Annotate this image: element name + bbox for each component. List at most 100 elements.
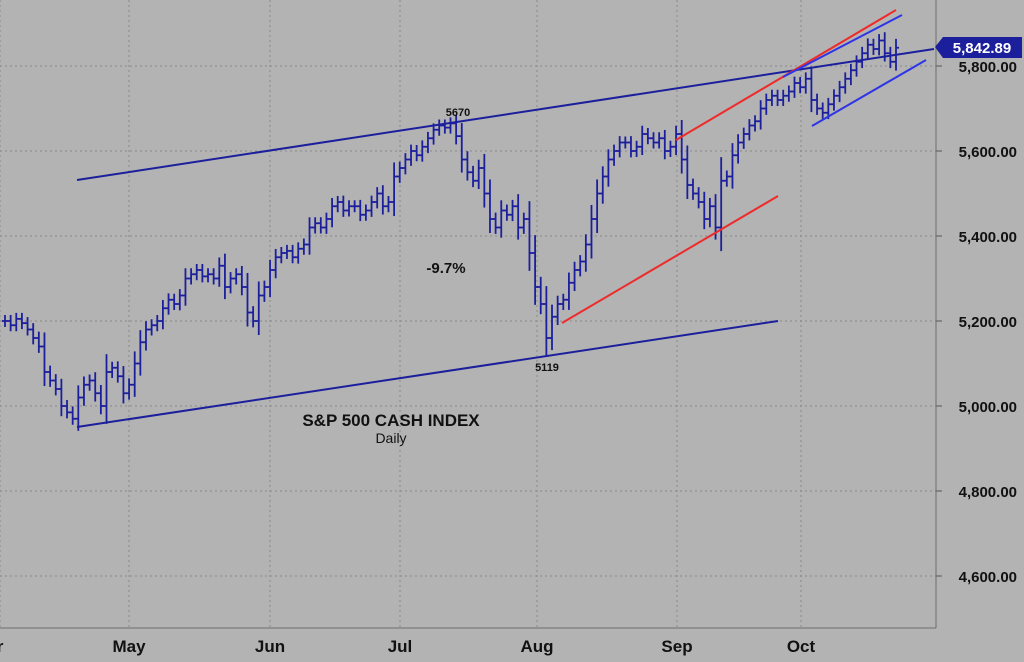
y-tick-label: 4,800.00	[959, 484, 1017, 501]
ohlc-bar	[453, 115, 460, 145]
ohlc-bar	[24, 317, 31, 336]
ohlc-bar	[391, 162, 398, 217]
ohlc-bar	[678, 119, 685, 174]
chart-title: S&P 500 CASH INDEX	[302, 411, 480, 430]
ohlc-bar	[656, 132, 663, 149]
ohlc-bar	[216, 257, 223, 287]
ohlc-bar	[182, 268, 189, 306]
red-lower-trend-line	[561, 195, 779, 324]
ohlc-bar	[870, 38, 877, 55]
ohlc-bar	[729, 143, 736, 189]
ohlc-bar	[13, 312, 20, 332]
lower-channel-line	[76, 320, 779, 428]
trough-annotation: 5119	[535, 362, 559, 374]
ohlc-bar	[701, 191, 708, 230]
ohlc-bar	[763, 93, 770, 115]
ohlc-bar	[785, 85, 792, 102]
ohlc-bar	[814, 93, 821, 115]
ohlc-bar	[549, 304, 556, 351]
ohlc-bar	[616, 136, 623, 158]
trend-lines	[76, 9, 935, 428]
ohlc-bar	[768, 89, 775, 106]
ohlc-bar	[723, 170, 730, 187]
ohlc-bar	[374, 187, 381, 209]
ohlc-bar	[58, 378, 65, 417]
ohlc-bar	[864, 38, 871, 60]
ohlc-bar	[69, 406, 76, 425]
ohlc-bar	[430, 123, 437, 145]
ohlc-bar	[193, 264, 200, 281]
ohlc-bar	[47, 365, 54, 387]
y-tick-label: 5,600.00	[959, 144, 1017, 161]
ohlc-bar	[267, 259, 274, 298]
x-tick-label: Jun	[255, 637, 285, 656]
ohlc-bar	[306, 217, 313, 255]
ohlc-bar	[599, 166, 606, 204]
ohlc-bar	[611, 144, 618, 166]
ohlc-bar	[740, 127, 747, 149]
ohlc-bar	[210, 268, 217, 285]
ohlc-bar	[142, 321, 149, 351]
ohlc-bar	[774, 89, 781, 106]
ohlc-bar	[780, 89, 787, 106]
ohlc-bar	[447, 117, 454, 134]
ohlc-bar	[695, 187, 702, 209]
ohlc-bar	[351, 200, 358, 213]
y-tick-label: 5,400.00	[959, 229, 1017, 246]
ohlc-bar	[757, 100, 764, 130]
ohlc-bar	[791, 76, 798, 98]
ohlc-bar	[718, 157, 725, 252]
y-tick-label: 5,000.00	[959, 399, 1017, 416]
ohlc-bar	[92, 372, 99, 402]
ohlc-bar	[103, 354, 110, 424]
ohlc-bar	[413, 145, 420, 162]
ohlc-bar	[644, 128, 651, 145]
grid	[0, 0, 942, 628]
ohlc-bar	[255, 281, 262, 336]
x-tick-label: Sep	[661, 637, 692, 656]
ohlc-bar	[159, 299, 166, 330]
ohlc-bar	[735, 134, 742, 164]
ohlc-bar	[295, 242, 302, 264]
ohlc-bar	[673, 125, 680, 156]
ohlc-bar	[689, 178, 696, 200]
ohlc-bar	[830, 89, 837, 111]
ohlc-bar	[498, 200, 505, 238]
last-price-label: 5,842.89	[953, 40, 1011, 57]
ohlc-bar	[165, 293, 172, 315]
ohlc-bar	[75, 385, 82, 431]
blue-lower-short-line	[811, 59, 927, 127]
ohlc-bar	[441, 119, 448, 134]
y-tick-label: 5,200.00	[959, 314, 1017, 331]
ohlc-bar	[86, 374, 93, 391]
ohlc-bar	[402, 153, 409, 175]
ohlc-bar	[509, 199, 516, 222]
ohlc-bar	[537, 276, 544, 315]
ohlc-bar	[41, 332, 48, 387]
ohlc-bar	[2, 315, 8, 327]
ohlc-bar	[261, 280, 268, 302]
ohlc-bar	[278, 247, 285, 264]
x-tick-label: Jul	[388, 637, 413, 656]
ohlc-bar	[661, 129, 668, 160]
ohlc-bar	[853, 55, 860, 77]
ohlc-bar	[114, 361, 121, 383]
ohlc-bar	[244, 272, 251, 327]
ohlc-bar	[684, 145, 691, 200]
ohlc-bar	[808, 66, 815, 113]
last-price-marker: 5,842.89	[935, 37, 1022, 58]
ohlc-bar	[205, 268, 212, 283]
ohlc-bar	[560, 293, 567, 310]
ohlc-bar	[131, 351, 138, 397]
ohlc-bar	[532, 235, 539, 305]
ohlc-bar	[80, 376, 87, 406]
ohlc-bar	[408, 144, 415, 166]
ohlc-bar	[543, 286, 550, 356]
ohlc-bar	[571, 261, 578, 292]
ohlc-bar	[565, 272, 572, 310]
ohlc-bar	[582, 234, 589, 272]
ohlc-bar	[368, 195, 375, 217]
ohlc-bar	[594, 179, 601, 234]
